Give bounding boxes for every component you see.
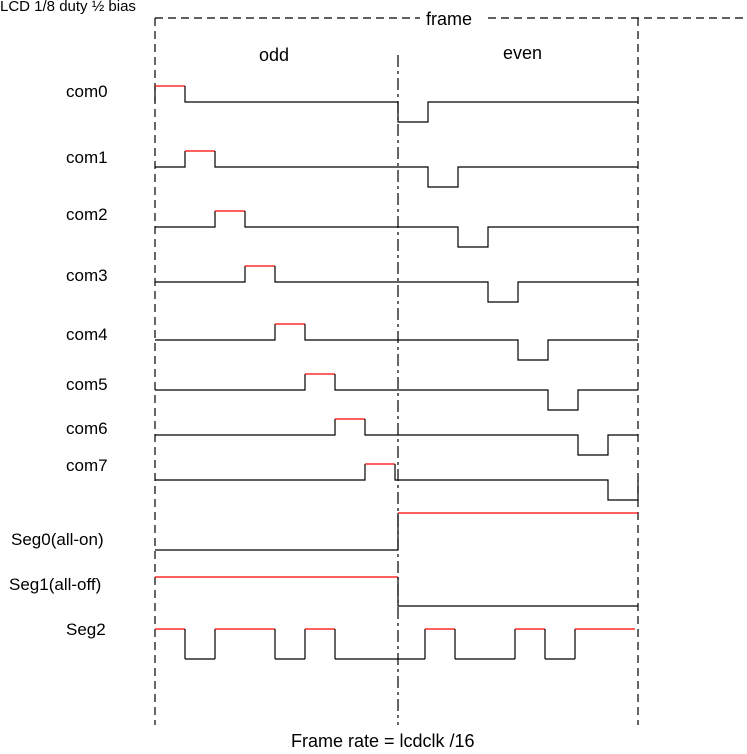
com7-label: com7	[66, 456, 108, 475]
bias-title: LCD 1/8 duty ½ bias	[0, 0, 136, 15]
com7-odd-lead	[155, 464, 366, 481]
com3-odd-lead	[155, 266, 246, 283]
com7-even	[398, 479, 639, 501]
com1-odd-tail	[214, 151, 398, 168]
com4-label: com4	[66, 325, 108, 344]
com5-even	[398, 389, 638, 411]
com6-odd-lead	[155, 419, 336, 436]
frame-label: frame	[424, 9, 475, 30]
com4-even	[398, 339, 638, 361]
seg2-label: Seg2	[66, 620, 106, 639]
com2-odd-tail	[244, 211, 398, 228]
com2-even	[398, 226, 638, 248]
com0-odd-tail	[184, 86, 398, 103]
seg0-label: Seg0(all-on)	[11, 530, 104, 549]
com6-even	[398, 434, 638, 456]
com4-odd-lead	[155, 324, 276, 341]
seg1-label: Seg1(all-off)	[9, 575, 102, 594]
com2-label: com2	[66, 205, 108, 224]
com3-label: com3	[66, 266, 108, 285]
seg1-even	[397, 577, 638, 607]
com3-odd-tail	[274, 266, 398, 283]
odd-label: odd	[259, 45, 290, 65]
com5-odd-lead	[155, 374, 306, 391]
com7-odd-tail	[394, 464, 398, 481]
com6-odd-tail	[364, 419, 398, 436]
frame-rate-caption: Frame rate = lcdclk /16	[291, 731, 475, 751]
com6-label: com6	[66, 419, 108, 438]
com0-label: com0	[66, 82, 108, 101]
com1-odd-lead	[155, 151, 186, 168]
com3-even	[398, 281, 638, 303]
com5-label: com5	[66, 375, 108, 394]
com1-label: com1	[66, 148, 108, 167]
com2-odd-lead	[155, 211, 216, 228]
seg0-odd	[155, 513, 399, 551]
com0-even	[397, 101, 638, 123]
com4-odd-tail	[304, 324, 398, 341]
com5-odd-tail	[334, 374, 398, 391]
even-label: even	[503, 43, 543, 63]
com1-even	[398, 166, 638, 188]
